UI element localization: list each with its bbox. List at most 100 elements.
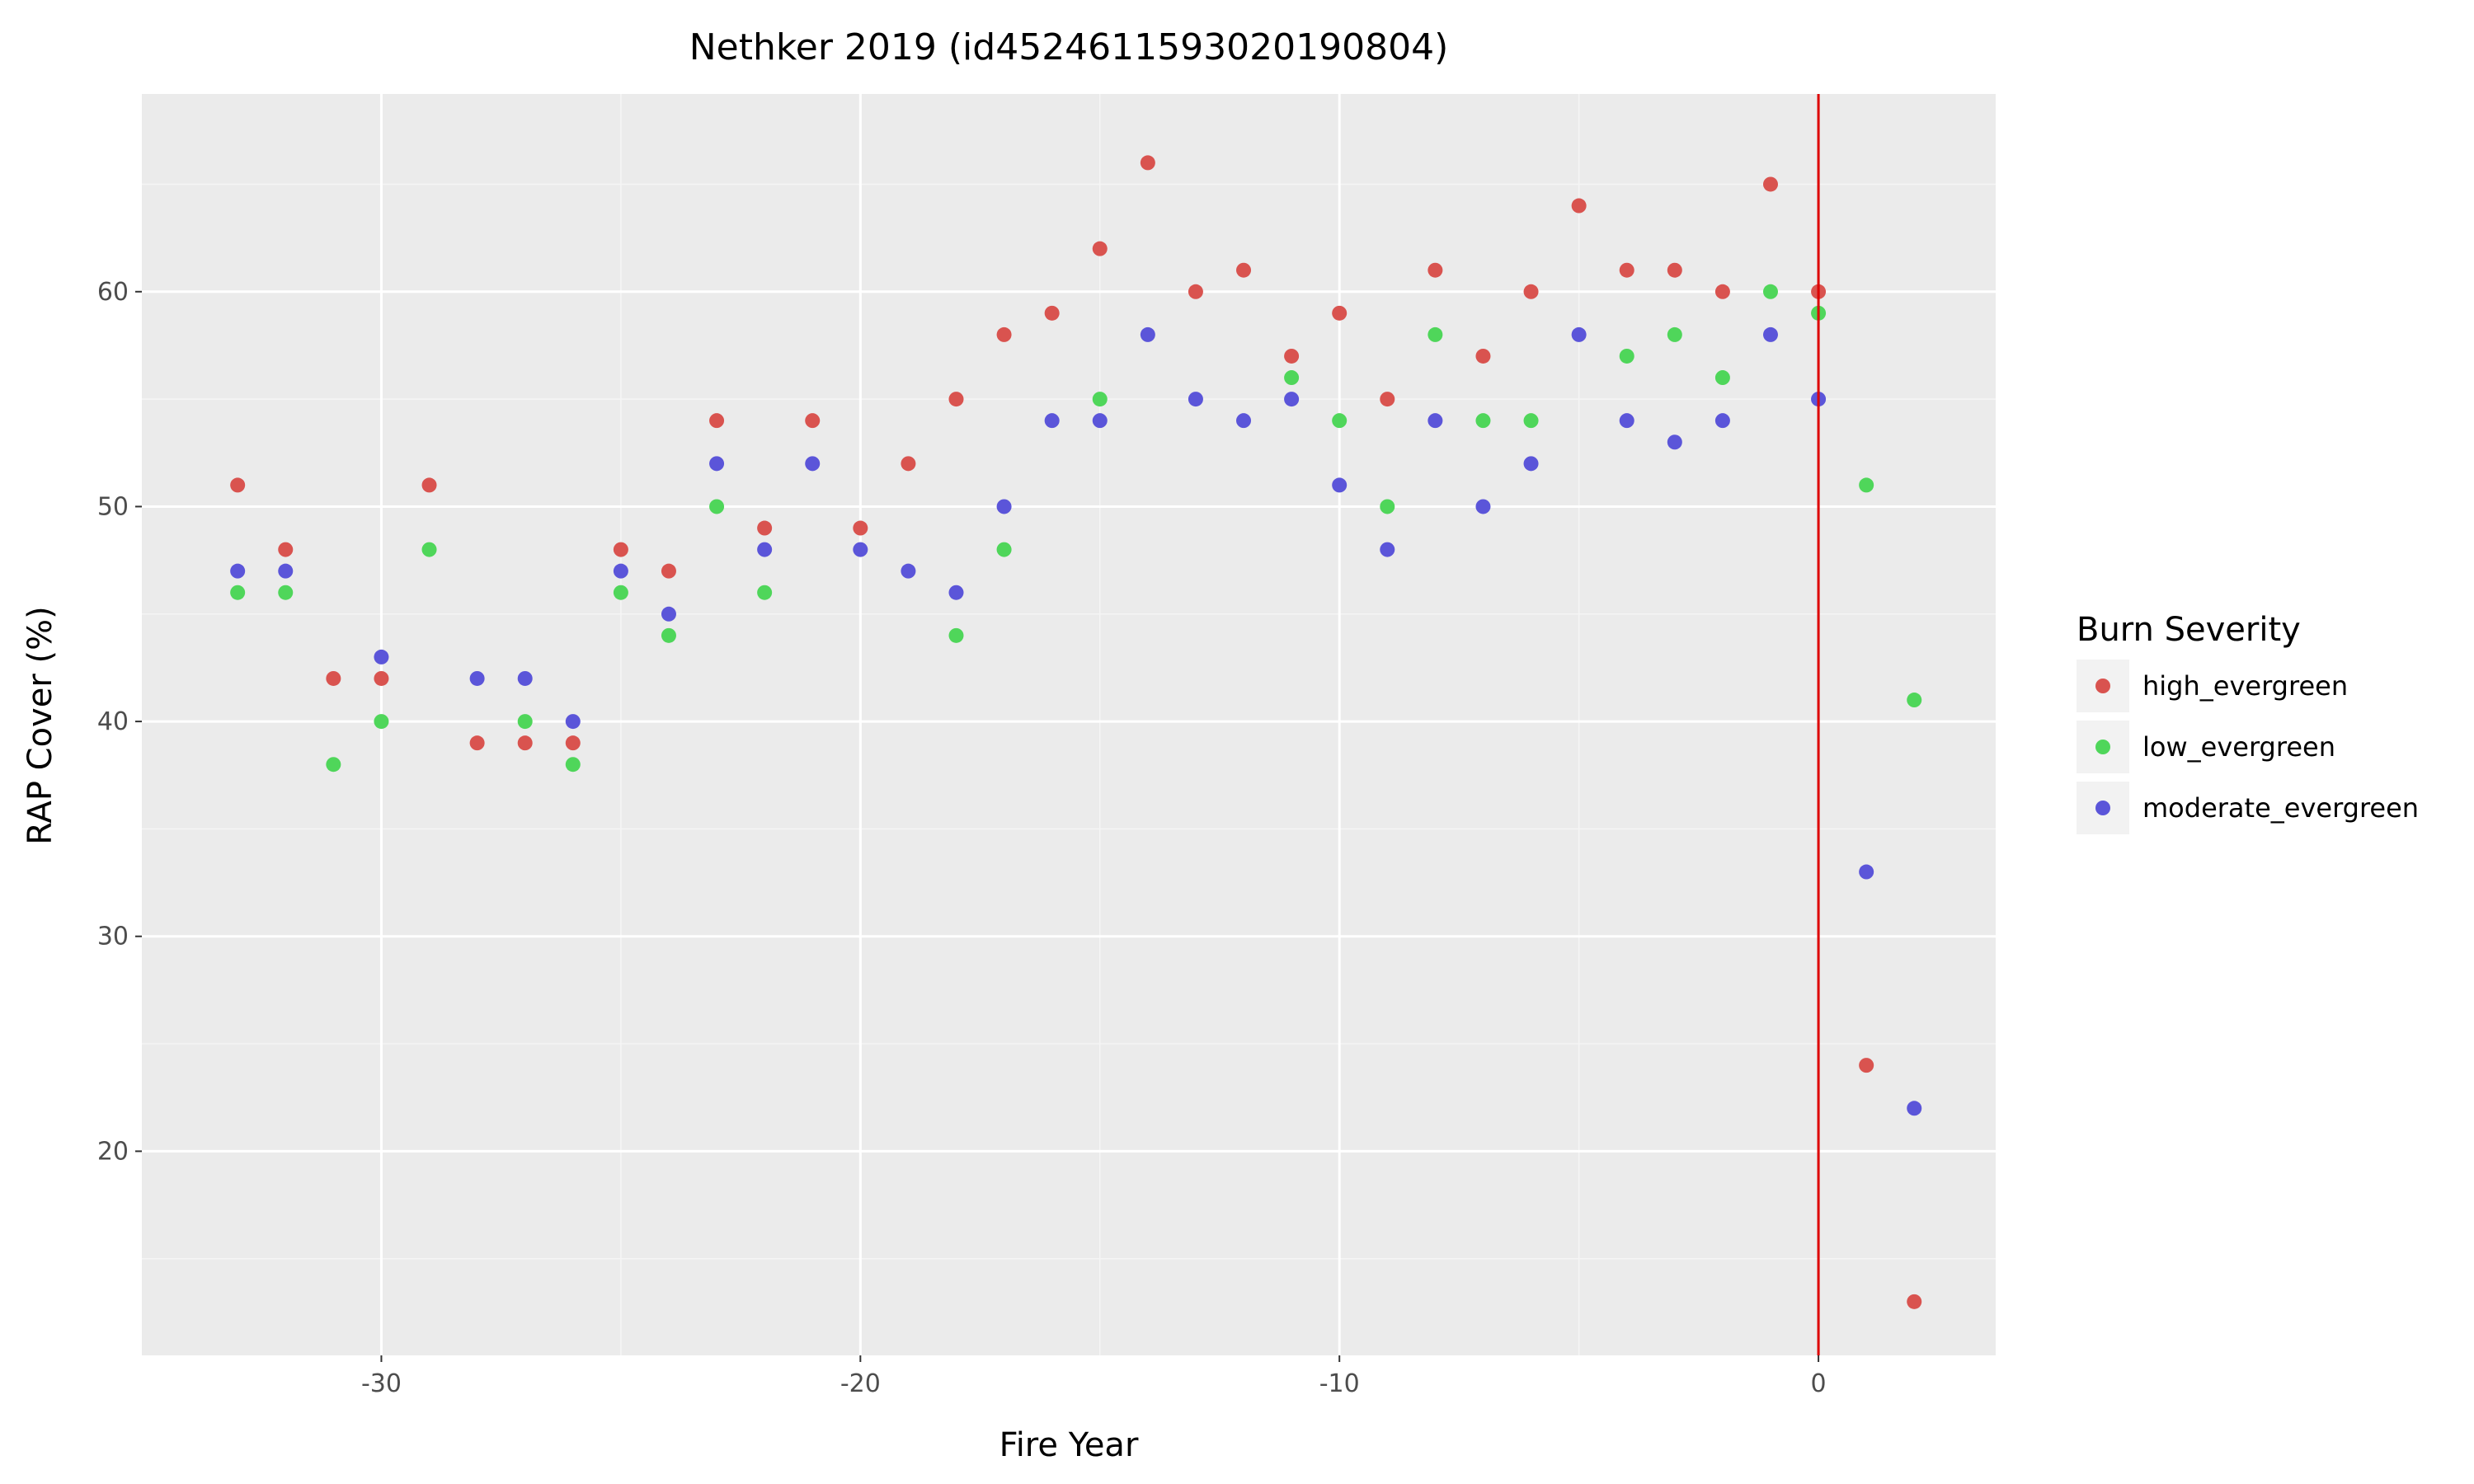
- data-point: [230, 585, 246, 600]
- data-point: [1332, 305, 1348, 321]
- data-point: [613, 585, 628, 600]
- data-point: [1044, 305, 1060, 321]
- y-tick-label: 20: [97, 1137, 129, 1166]
- data-point: [1762, 326, 1778, 342]
- data-point: [1092, 413, 1108, 429]
- data-point: [1619, 413, 1634, 429]
- data-point: [996, 499, 1012, 514]
- data-point: [326, 757, 341, 773]
- data-point: [661, 563, 676, 579]
- x-tick-label: -30: [361, 1369, 402, 1398]
- data-point: [1332, 413, 1348, 429]
- data-point: [1475, 413, 1491, 429]
- legend-item-high-evergreen: high_evergreen: [2077, 660, 2348, 712]
- data-points: [230, 155, 1922, 1309]
- data-point: [1667, 434, 1682, 450]
- data-point: [1859, 1058, 1874, 1073]
- data-point: [1619, 262, 1634, 278]
- data-point: [1140, 155, 1155, 171]
- data-point: [374, 649, 389, 665]
- series-moderate-evergreen: [230, 326, 1922, 1116]
- y-tick-label: 50: [97, 492, 129, 521]
- data-point: [565, 735, 581, 751]
- data-point: [565, 757, 581, 773]
- data-point: [1619, 348, 1634, 364]
- data-point: [709, 456, 725, 472]
- data-point: [374, 714, 389, 730]
- data-point: [1907, 693, 1922, 708]
- data-point: [1236, 262, 1252, 278]
- data-point: [805, 413, 821, 429]
- data-point: [1667, 326, 1682, 342]
- data-point: [517, 735, 533, 751]
- data-point: [1380, 392, 1395, 407]
- data-point: [469, 735, 485, 751]
- data-point: [230, 563, 246, 579]
- legend-label: low_evergreen: [2142, 731, 2335, 763]
- data-point: [613, 563, 628, 579]
- y-tick-label: 40: [97, 707, 129, 736]
- data-point: [709, 413, 725, 429]
- data-point: [326, 670, 341, 686]
- data-point: [1332, 477, 1348, 493]
- data-point: [517, 714, 533, 730]
- legend-item-low-evergreen: low_evergreen: [2077, 721, 2335, 773]
- chart-title: Nethker 2019 (id4524611593020190804): [689, 26, 1449, 68]
- data-point: [1762, 284, 1778, 299]
- data-point: [278, 585, 294, 600]
- data-point: [1427, 326, 1443, 342]
- data-point: [1571, 326, 1587, 342]
- data-point: [1380, 499, 1395, 514]
- data-point: [996, 326, 1012, 342]
- data-point: [1523, 413, 1539, 429]
- x-tick-label: -10: [1319, 1369, 1360, 1398]
- data-point: [517, 670, 533, 686]
- data-point: [1859, 477, 1874, 493]
- data-point: [1092, 392, 1108, 407]
- data-point: [421, 542, 437, 557]
- data-point: [996, 542, 1012, 557]
- legend-title: Burn Severity: [2077, 611, 2301, 649]
- data-point: [1188, 284, 1203, 299]
- data-point: [1714, 284, 1730, 299]
- data-point: [374, 670, 389, 686]
- data-point: [1044, 413, 1060, 429]
- data-point: [1762, 176, 1778, 192]
- data-point: [661, 606, 676, 622]
- data-point: [1907, 1294, 1922, 1309]
- y-axis-ticks: 20 30 40 50 60: [97, 278, 142, 1166]
- data-point: [1667, 262, 1682, 278]
- x-axis-title: Fire Year: [999, 1426, 1139, 1464]
- x-tick-label: -20: [840, 1369, 881, 1398]
- x-axis-ticks: -30 -20 -10 0: [361, 1355, 1827, 1398]
- plot-panel: [142, 94, 1996, 1355]
- data-point: [757, 585, 773, 600]
- minor-gridlines: [142, 94, 1996, 1355]
- data-point: [1380, 542, 1395, 557]
- legend-label: moderate_evergreen: [2142, 792, 2419, 824]
- data-point: [948, 392, 964, 407]
- data-point: [1475, 348, 1491, 364]
- data-point: [565, 714, 581, 730]
- data-point: [661, 627, 676, 643]
- data-point: [853, 542, 868, 557]
- x-tick-label: 0: [1811, 1369, 1827, 1398]
- data-point: [1284, 348, 1300, 364]
- data-point: [1092, 241, 1108, 256]
- data-point: [1475, 499, 1491, 514]
- data-point: [1188, 392, 1203, 407]
- series-high-evergreen: [230, 155, 1922, 1309]
- data-point: [1427, 413, 1443, 429]
- data-point: [1523, 284, 1539, 299]
- legend-items: high_evergreen low_evergreen moderate_ever…: [2077, 660, 2419, 834]
- data-point: [1140, 326, 1155, 342]
- data-point: [421, 477, 437, 493]
- data-point: [1236, 413, 1252, 429]
- data-point: [1427, 262, 1443, 278]
- data-point: [757, 520, 773, 536]
- data-point: [278, 563, 294, 579]
- data-point: [1907, 1101, 1922, 1116]
- legend-label: high_evergreen: [2142, 670, 2348, 702]
- data-point: [1859, 864, 1874, 880]
- data-point: [805, 456, 821, 472]
